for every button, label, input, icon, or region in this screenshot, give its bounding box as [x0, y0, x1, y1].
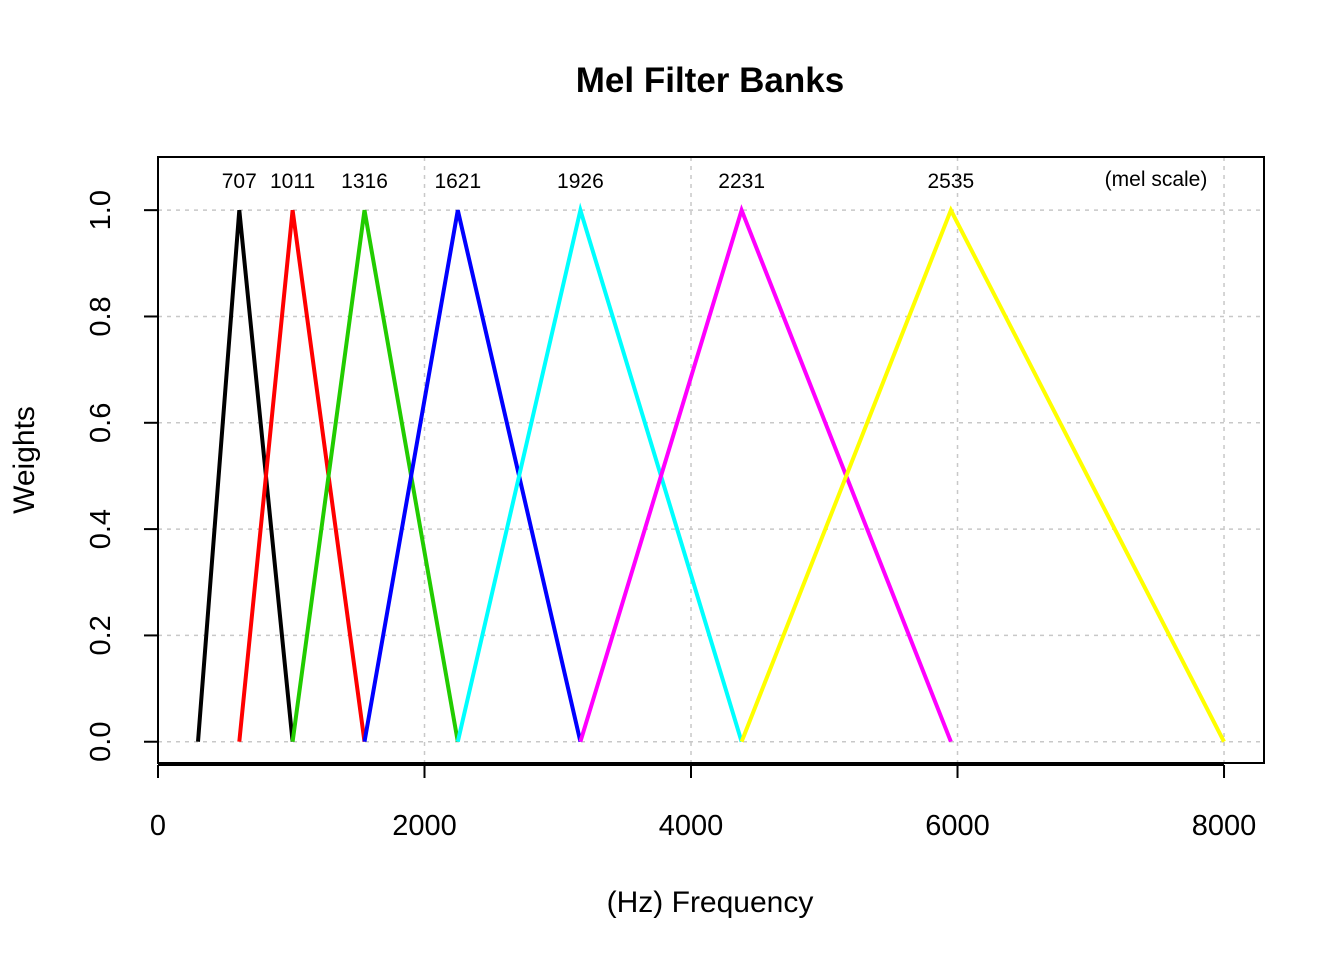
peak-label-4: 1926 [557, 170, 604, 193]
filter-series-line-0 [196, 210, 295, 742]
filter-series-line-3 [362, 209, 583, 743]
filter-series-line-5 [578, 204, 953, 743]
series-lines [196, 202, 1226, 743]
peak-label-1: 1011 [270, 170, 315, 193]
y-axis: 0.0 0.2 0.4 0.6 0.8 1.0 [85, 190, 159, 762]
peak-label-6: 2535 [927, 170, 974, 193]
filter-series-line-4 [455, 202, 744, 743]
filter-series-line-2 [290, 209, 460, 743]
x-tick-label-3: 6000 [925, 810, 990, 842]
y-axis-label: Weights [8, 406, 41, 514]
chart-title: Mel Filter Banks [576, 61, 844, 100]
y-tick-label-4: 0.8 [85, 296, 117, 336]
y-tick-label-0: 0.0 [85, 722, 117, 762]
peak-label-2: 1316 [341, 170, 388, 193]
y-tick-label-2: 0.4 [85, 509, 117, 549]
peak-labels: 707 1011 1316 1621 1926 2231 2535 [222, 170, 974, 193]
x-tick-label-1: 2000 [392, 810, 457, 842]
y-tick-label-1: 0.2 [85, 615, 117, 655]
plot-frame [157, 156, 1265, 764]
filter-series-line-6 [739, 205, 1226, 743]
y-tick-label-3: 0.6 [85, 403, 117, 443]
x-tick-label-2: 4000 [659, 810, 724, 842]
x-tick-label-4: 8000 [1192, 810, 1257, 842]
peak-label-3: 1621 [434, 170, 481, 193]
grid-lines [157, 157, 1264, 763]
scale-note: (mel scale) [1105, 168, 1208, 191]
peak-label-5: 2231 [718, 170, 765, 193]
filter-series-line-1 [237, 209, 367, 742]
x-axis-label: (Hz) Frequency [607, 886, 814, 919]
x-tick-label-0: 0 [150, 810, 166, 842]
peak-label-0: 707 [222, 170, 257, 193]
x-axis: 0 2000 4000 6000 8000 [150, 764, 1257, 842]
y-tick-label-5: 1.0 [85, 190, 117, 230]
